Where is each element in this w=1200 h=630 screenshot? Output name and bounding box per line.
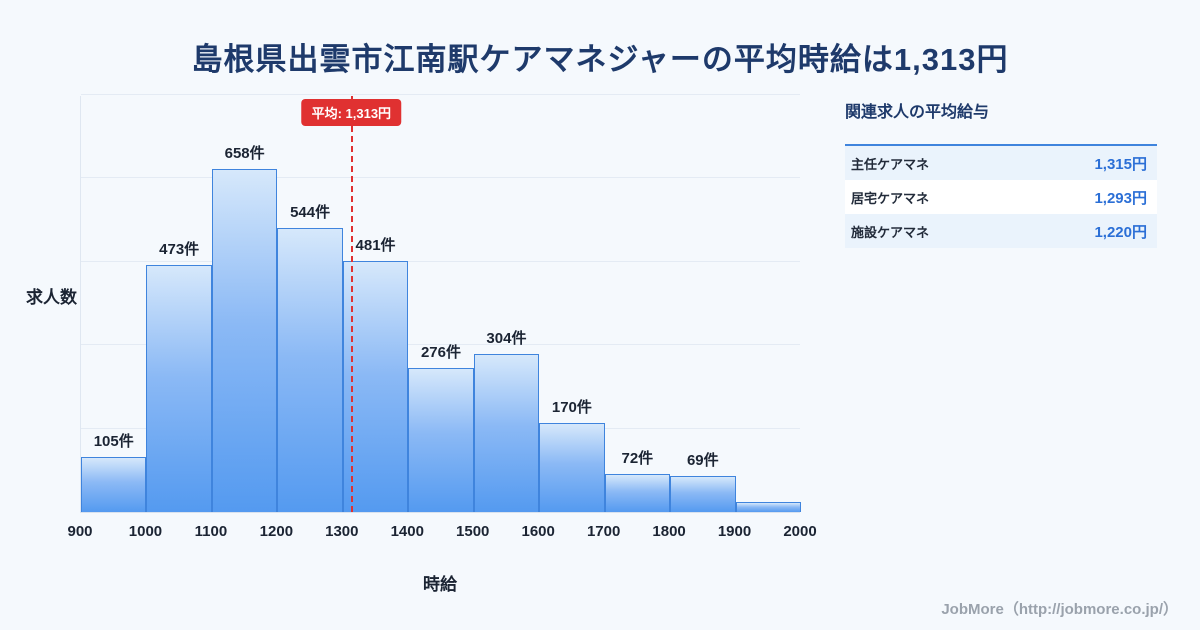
x-tick-label: 1800 <box>652 523 686 540</box>
histogram-bar <box>604 474 671 512</box>
average-badge: 平均: 1,313円 <box>301 99 402 126</box>
x-tick-label: 900 <box>67 523 93 540</box>
x-tick-label: 1700 <box>586 523 621 540</box>
salary-value: 1,293円 <box>1094 189 1147 207</box>
bar-value-label: 69件 <box>686 452 719 469</box>
table-row: 主任ケアマネ 1,315円 <box>845 146 1157 180</box>
plot-area: 105件 473件 658件 544件 481件 276件 304件 170件 72件 69件 平均… <box>80 94 801 513</box>
histogram-bar <box>146 265 212 512</box>
histogram-bar <box>670 476 736 512</box>
salary-value: 1,220円 <box>1094 223 1147 241</box>
average-line <box>351 96 354 512</box>
x-tick-label: 1200 <box>259 523 294 540</box>
x-tick-label: 1900 <box>717 523 752 540</box>
bar-value-label: 658件 <box>224 145 265 162</box>
bar-value-label: 544件 <box>290 204 331 221</box>
related-salary-table: 主任ケアマネ 1,315円居宅ケアマネ 1,293円施設ケアマネ 1,220円 <box>845 144 1157 248</box>
bar-value-label: 276件 <box>420 344 461 361</box>
histogram-bar <box>342 261 409 512</box>
gridline <box>81 94 800 95</box>
related-salary-panel: 関連求人の平均給与 主任ケアマネ 1,315円居宅ケアマネ 1,293円施設ケアマネ… <box>845 98 1157 248</box>
x-tick-label: 1600 <box>521 523 555 540</box>
x-tick-label: 1400 <box>390 523 424 540</box>
histogram-bar <box>473 354 540 512</box>
table-row: 施設ケアマネ 1,220円 <box>845 214 1157 248</box>
histogram-bar <box>735 502 801 512</box>
table-row: 居宅ケアマネ 1,293円 <box>845 180 1157 214</box>
bar-value-label: 105件 <box>93 433 134 450</box>
y-axis-label: 求人数 <box>26 288 77 307</box>
gridline <box>81 260 800 262</box>
bar-value-label: 473件 <box>159 241 200 258</box>
jobmore-credit: JobMore（http://jobmore.co.jp/） <box>941 601 1178 618</box>
gridline <box>81 344 800 346</box>
related-salary-heading: 関連求人の平均給与 <box>845 104 990 121</box>
bar-value-label: 481件 <box>355 237 396 254</box>
x-tick-label: 1500 <box>456 523 490 540</box>
x-tick-label: 1300 <box>325 523 359 540</box>
gridline <box>81 177 800 179</box>
x-tick-label: 1000 <box>128 523 163 540</box>
bar-value-label: 304件 <box>486 330 527 347</box>
salary-value: 1,315円 <box>1094 155 1147 173</box>
x-axis-label: 時給 <box>423 575 457 594</box>
x-axis-ticks: 900 1000 1100 1200 1300 1400 1500 1600 1700 1800 1… <box>67 523 816 543</box>
histogram-bar <box>408 368 474 512</box>
job-type-label: 主任ケアマネ <box>851 156 930 172</box>
histogram-bar <box>211 169 278 512</box>
histogram-bar <box>539 423 605 512</box>
x-tick-label: 1100 <box>194 523 228 540</box>
job-type-label: 施設ケアマネ <box>851 224 930 240</box>
histogram-bar <box>81 457 147 512</box>
job-type-label: 居宅ケアマネ <box>851 190 930 206</box>
x-tick-label: 2000 <box>783 523 817 540</box>
page-title: 島根県出雲市江南駅ケアマネジャーの平均時給は1,313円 <box>191 42 1009 77</box>
histogram-bar <box>277 228 343 512</box>
bar-value-label: 72件 <box>621 450 654 467</box>
bar-value-label: 170件 <box>551 399 592 416</box>
